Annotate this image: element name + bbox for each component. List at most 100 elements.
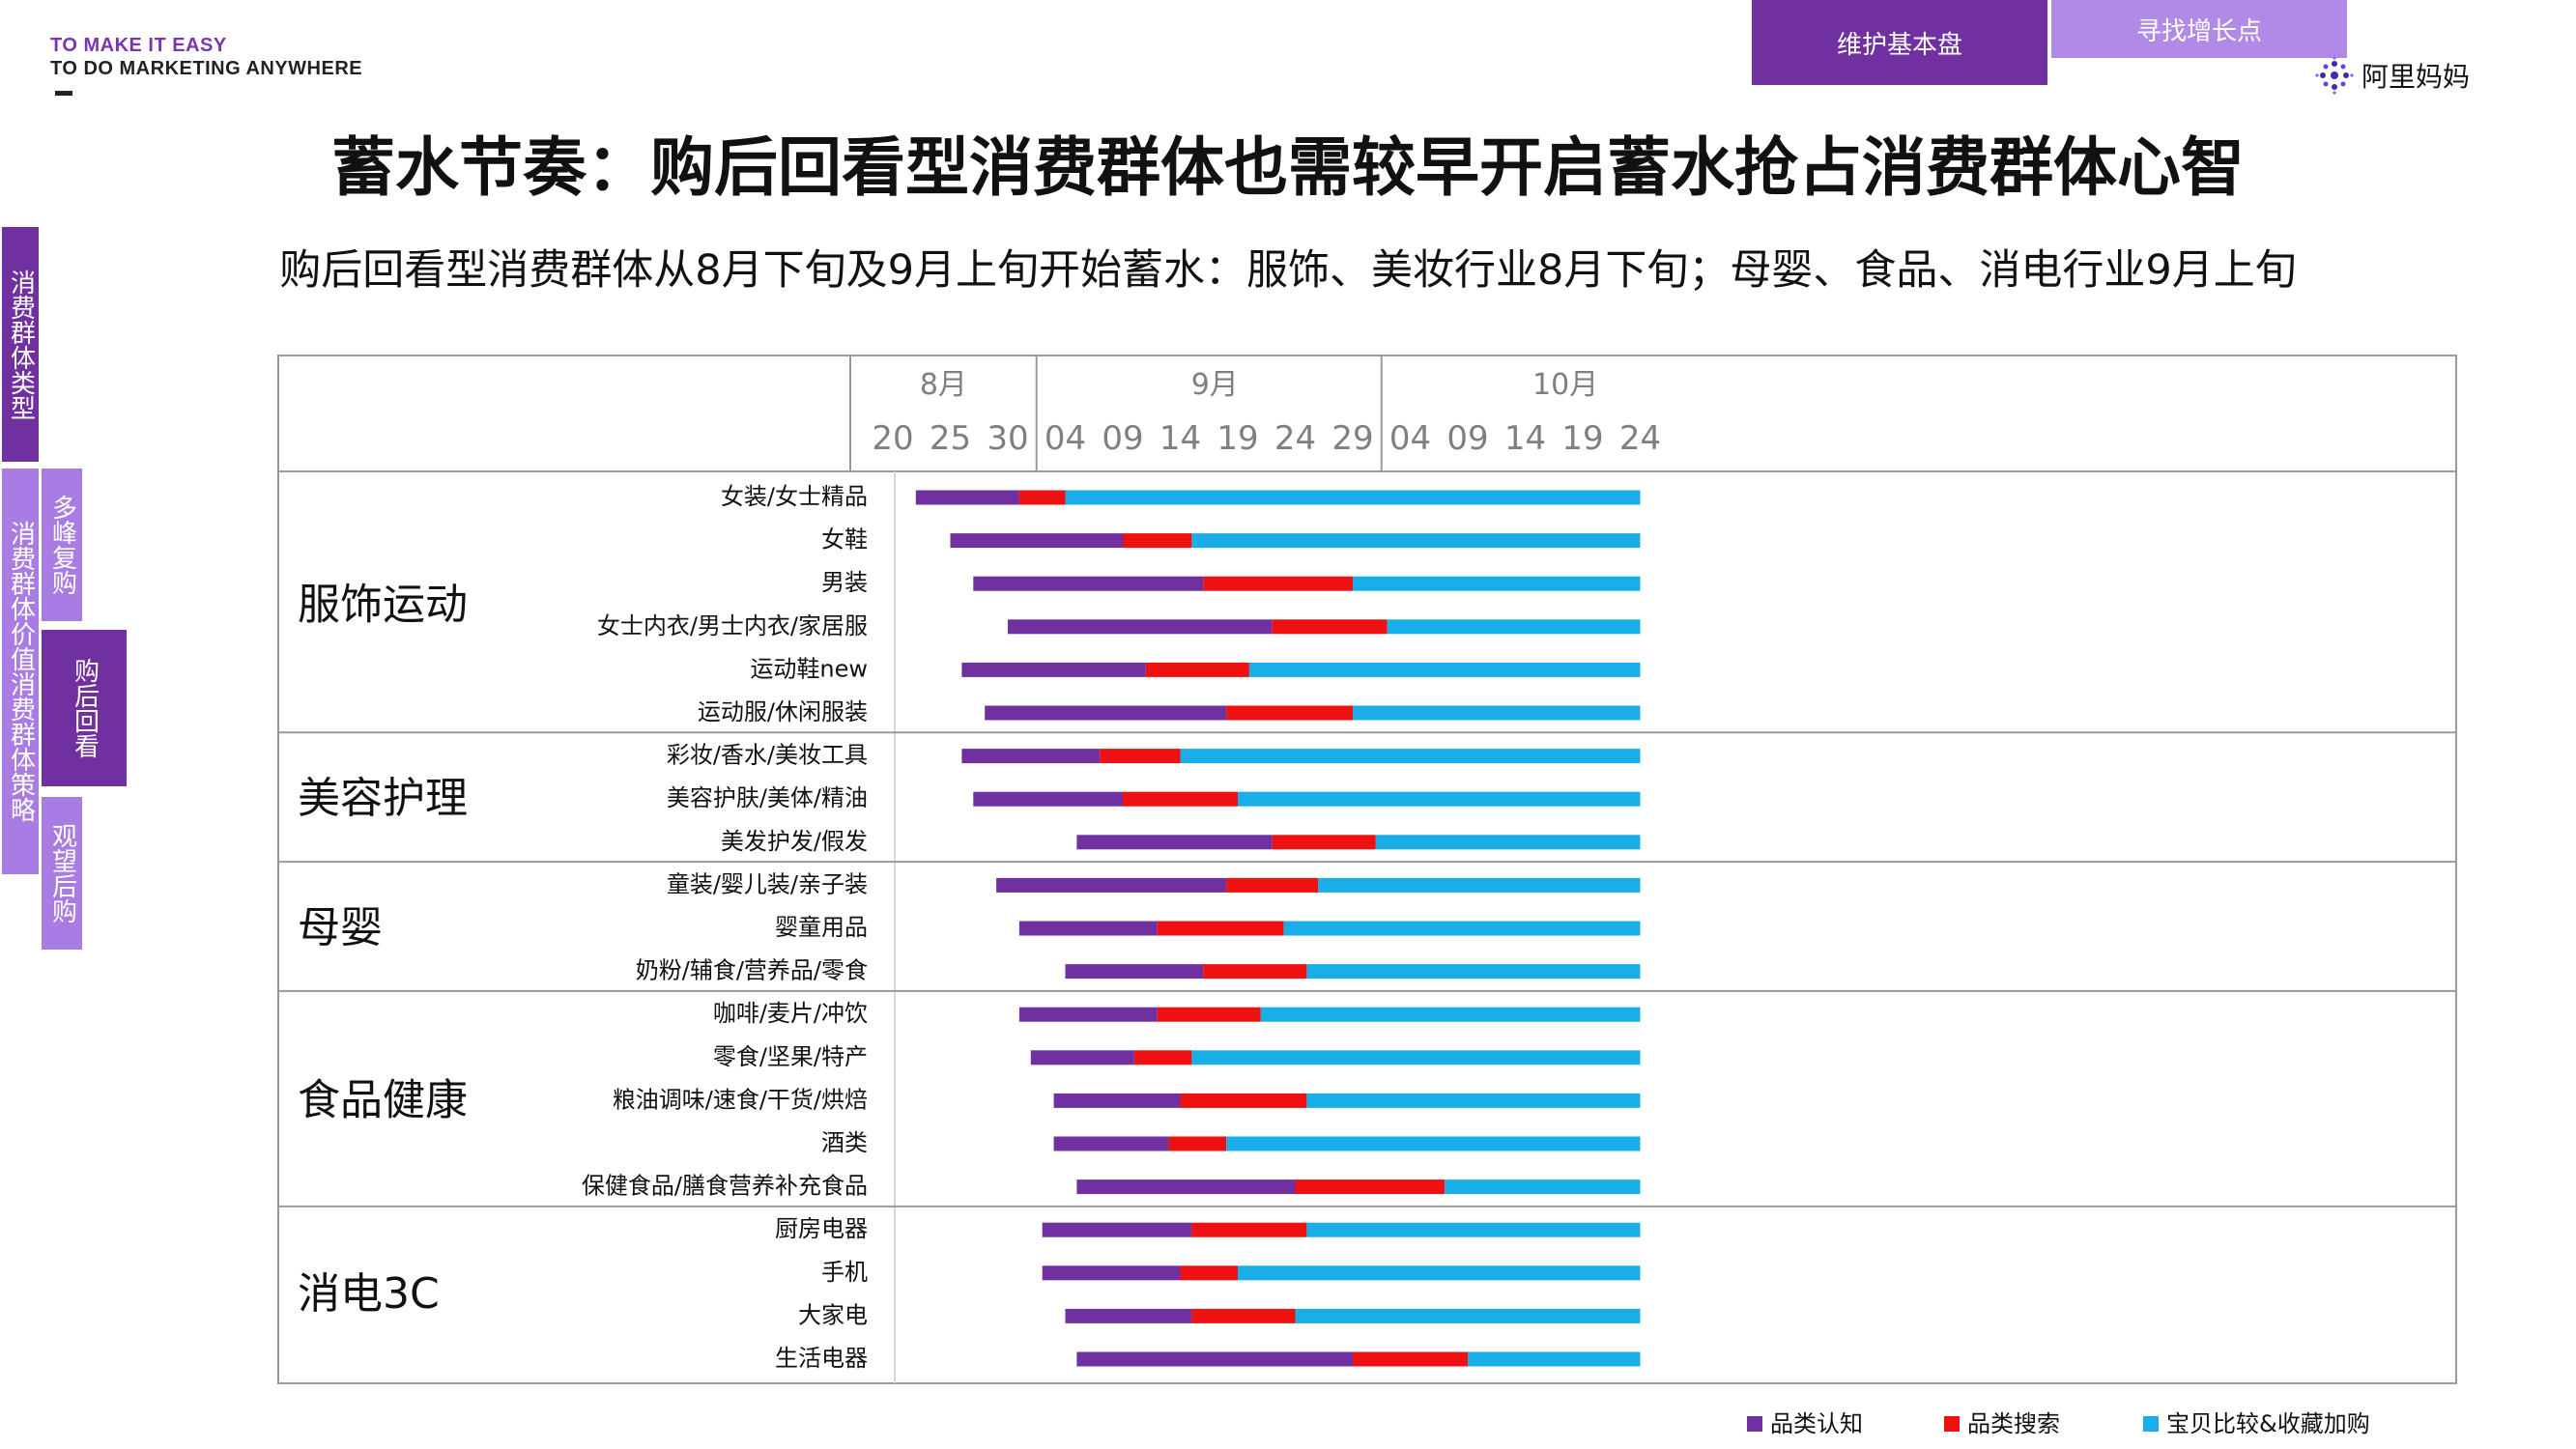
group-label: 食品健康 [298,1075,468,1124]
bar-search [1191,1222,1307,1237]
side-nav-type-label: 消费群体类型 [6,269,36,420]
side-nav-multi-peak[interactable]: 多峰复购 [42,469,82,621]
bar-awareness [1076,1179,1296,1195]
bar-awareness [1053,1136,1169,1151]
bar-awareness [1030,1050,1134,1065]
bar-awareness [950,533,1123,549]
bar-search [1168,1136,1227,1151]
brand-line-1: TO MAKE IT EASY [50,35,227,56]
bar-awareness [1042,1222,1192,1237]
page-title: 蓄水节奏：购后回看型消费群体也需较早开启蓄水抢占消费群体心智 [331,130,2245,205]
brand-line-2: TO DO MARKETING ANYWHERE [50,58,363,79]
row-label: 零食/坚果/特产 [713,1043,868,1070]
bar-awareness [1018,921,1158,936]
side-nav-strategy[interactable]: 消费群体价值消费群体策略 [2,469,39,874]
bar-awareness [1065,1308,1192,1323]
bar-compare [1238,1265,1641,1281]
dots-logo-icon [2315,56,2354,95]
brand-dash-divider [55,91,72,96]
bar-compare [1283,921,1641,936]
legend-label: 品类认知 [1770,1410,1863,1437]
legend-swatch [1944,1416,1960,1432]
bar-search [1295,1179,1445,1195]
bar-compare [1306,964,1641,980]
tick-label: 19 [1216,419,1258,458]
group-label: 美容护理 [298,774,468,823]
bar-search [1157,1007,1261,1022]
bar-search [1226,877,1319,893]
bar-search [1191,1308,1296,1323]
bar-awareness [973,576,1204,591]
group-label: 服饰运动 [298,581,468,630]
bar-compare [1306,1093,1641,1108]
group-label: 母婴 [298,903,383,952]
tab-maintain-base[interactable]: 维护基本盘 [1752,0,2047,85]
bar-compare [1387,619,1641,635]
row-label: 保健食品/膳食营养补充食品 [582,1173,868,1200]
tab-find-growth[interactable]: 寻找增长点 [2051,0,2347,58]
tick-label: 09 [1102,419,1143,458]
bar-search [1203,576,1353,591]
month-label: 10月 [1532,368,1598,402]
bar-compare [1353,576,1641,591]
bar-awareness [1008,619,1273,635]
group-label: 消电3C [298,1269,440,1319]
tick-label: 24 [1274,419,1316,458]
row-label: 女鞋 [821,526,868,554]
legend-swatch [1747,1416,1762,1432]
bar-search [1100,749,1181,764]
bar-compare [1191,533,1641,549]
bar-compare [1375,835,1641,850]
row-label: 婴童用品 [775,914,868,941]
row-label: 美发护发/假发 [721,828,868,855]
side-nav-multi-peak-label: 多峰复购 [47,495,77,595]
row-label: 粮油调味/速食/干货/烘焙 [613,1086,868,1113]
bar-search [1180,1265,1238,1281]
tick-label: 14 [1159,419,1201,458]
bar-awareness [996,877,1227,893]
bar-compare [1295,1308,1641,1323]
bar-search [1157,921,1284,936]
bar-search [1133,1050,1192,1065]
row-label: 女装/女士精品 [721,483,868,510]
month-label: 8月 [920,368,967,402]
bar-search [1272,619,1388,635]
legend-label: 宝贝比较&收藏加购 [2166,1410,2370,1437]
bar-compare [1445,1179,1641,1195]
side-nav-wait-buy-label: 观望后购 [47,823,77,923]
side-nav-post-purchase[interactable]: 购后回看 [42,630,127,786]
bar-compare [1065,490,1641,505]
bar-awareness [961,749,1101,764]
bar-search [1272,835,1376,850]
side-nav-wait-buy[interactable]: 观望后购 [42,797,82,950]
bar-awareness [1018,1007,1158,1022]
row-label: 生活电器 [775,1345,868,1372]
row-label: 厨房电器 [775,1215,868,1242]
bar-awareness [985,705,1227,721]
row-label: 咖啡/麦片/冲饮 [713,1000,868,1027]
bar-search [1123,533,1192,549]
tick-label: 14 [1504,419,1546,458]
row-label: 运动服/休闲服装 [698,698,868,725]
bar-compare [1306,1222,1641,1237]
bar-search [1353,1351,1468,1367]
tick-label: 04 [1045,419,1086,458]
month-label: 9月 [1191,368,1239,402]
side-nav-strategy-label: 消费群体价值消费群体策略 [6,521,36,822]
bar-awareness [973,791,1123,807]
bar-awareness [1042,1265,1181,1281]
bar-search [1226,705,1353,721]
side-nav-type[interactable]: 消费群体类型 [2,227,39,462]
tick-label: 20 [872,419,913,458]
bar-compare [1238,791,1641,807]
logo-text: 阿里妈妈 [2361,61,2471,93]
bar-compare [1318,877,1641,893]
bar-awareness [1065,964,1204,980]
bar-search [1203,964,1307,980]
bar-awareness [1076,835,1273,850]
row-label: 手机 [821,1259,868,1286]
bar-search [1018,490,1066,505]
row-label: 酒类 [821,1129,868,1156]
legend-swatch [2143,1416,2159,1432]
